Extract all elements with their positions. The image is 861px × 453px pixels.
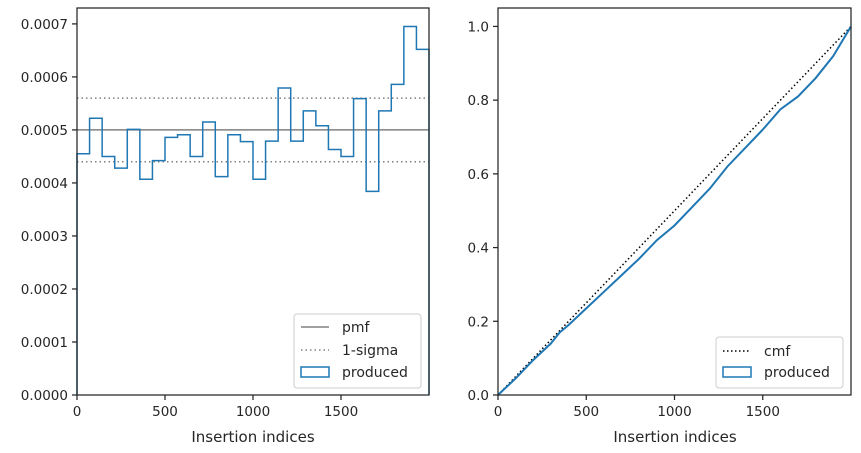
legend-cmf-label: cmf (764, 344, 791, 360)
produced-step-line (76, 25, 430, 395)
cumulative-plot-area (498, 8, 851, 395)
produced-cumulative-line (497, 25, 852, 396)
cumulative-panel: 0 500 1000 1500 0.0 0.2 0.4 0.6 0.8 1.0 Insertio… (468, 7, 852, 446)
cumulative-series (497, 25, 852, 396)
x-tick-label: 1500 (746, 404, 780, 420)
legend-produced-swatch (722, 366, 752, 378)
x-tick-label: 500 (573, 404, 599, 420)
y-tick-label: 1.0 (468, 19, 489, 35)
y-tick-label: 0.6 (468, 167, 489, 183)
y-tick-label: 0.0006 (21, 70, 68, 86)
legend-1-sigma-label: 1-sigma (342, 343, 398, 359)
y-tick-label: 0.0 (468, 388, 489, 404)
produced-step-series (76, 25, 430, 395)
histogram-x-ticks: 0 500 1000 1500 (73, 395, 358, 420)
x-tick-label: 1000 (657, 404, 691, 420)
y-tick-label: 0.8 (468, 93, 489, 109)
y-tick-label: 0.4 (468, 241, 489, 257)
y-tick-label: 0.2 (468, 314, 489, 330)
cumulative-legend-box (715, 336, 844, 389)
cumulative-x-ticks: 0 500 1000 1500 (494, 395, 780, 420)
histogram-panel: 0 500 1000 1500 0.00000.00010.00020.00030.0… (21, 7, 430, 446)
y-tick-label: 0.0002 (21, 282, 68, 298)
histogram-x-axis-label: Insertion indices (191, 428, 314, 446)
y-tick-label: 0.0000 (21, 388, 68, 404)
cmf-line (497, 25, 852, 396)
legend-pmf-label: pmf (342, 320, 371, 336)
legend-produced-swatch (300, 366, 330, 378)
y-tick-label: 0.0007 (21, 17, 68, 33)
histogram-legend-box (293, 313, 422, 389)
cumulative-legend: cmf produced (715, 336, 844, 389)
cumulative-x-axis-label: Insertion indices (613, 428, 736, 446)
legend-produced-label: produced (342, 365, 408, 381)
y-tick-label: 0.0005 (21, 123, 68, 139)
histogram-legend: pmf 1-sigma produced (293, 313, 422, 389)
legend-produced-label: produced (764, 365, 830, 381)
cumulative-y-ticks: 0.0 0.2 0.4 0.6 0.8 1.0 (468, 19, 498, 404)
y-tick-label: 0.0001 (21, 335, 68, 351)
y-tick-label: 0.0004 (21, 176, 68, 192)
histogram-y-ticks: 0.0000 0.0001 0.0002 0.0003 0.0004 0.0005 0.00… (21, 17, 77, 404)
y-tick-label: 0.0003 (21, 229, 68, 245)
x-tick-label: 0 (494, 404, 503, 420)
x-tick-label: 0 (73, 404, 82, 420)
x-tick-label: 500 (152, 404, 178, 420)
x-tick-label: 1000 (236, 404, 270, 420)
x-tick-label: 1500 (324, 404, 358, 420)
